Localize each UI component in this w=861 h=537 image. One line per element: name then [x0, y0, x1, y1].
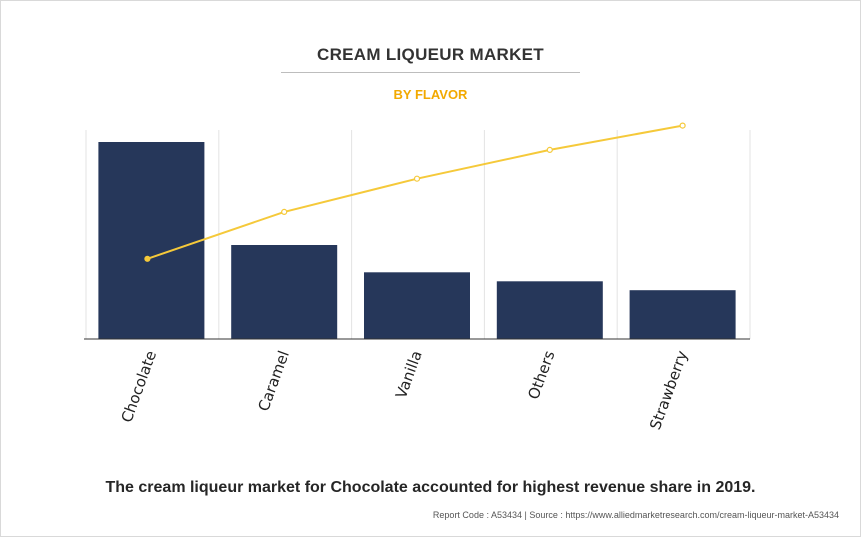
x-tick-label-strawberry: Strawberry — [646, 348, 691, 432]
line-point-others — [546, 146, 553, 153]
chart-title: CREAM LIQUEUR MARKET — [317, 45, 544, 64]
x-tick-label-caramel: Caramel — [254, 348, 292, 413]
bar-strawberry — [629, 290, 736, 339]
line-point-chocolate — [144, 255, 151, 262]
cumulative-line — [147, 124, 683, 260]
line-point-vanilla — [413, 175, 421, 182]
x-tick-label-chocolate: Chocolate — [118, 348, 161, 425]
bar-vanilla — [364, 272, 470, 339]
source-link[interactable]: Source : https://www.alliedmarketresearc… — [529, 510, 839, 520]
cumulative-line-series — [144, 122, 686, 262]
footer-separator: | — [524, 510, 527, 520]
bar-series — [98, 142, 736, 339]
x-tick-label-others: Others — [524, 348, 558, 402]
chart-subtitle: BY FLAVOR — [393, 87, 468, 102]
source-footer: Report Code : A53434 | Source : https://… — [433, 510, 839, 520]
bar-chocolate — [98, 142, 205, 339]
bar-others — [496, 281, 603, 339]
x-tick-labels: Chocolate Caramel Vanilla Others Strawberry — [118, 348, 692, 432]
report-code: Report Code : A53434 — [432, 510, 522, 520]
bar-caramel — [231, 245, 338, 339]
chart-caption: The cream liqueur market for Chocolate a… — [105, 479, 756, 496]
line-point-caramel — [281, 208, 288, 215]
x-tick-label-vanilla: Vanilla — [392, 348, 426, 401]
line-point-strawberry — [679, 122, 686, 129]
title-divider — [281, 72, 580, 73]
